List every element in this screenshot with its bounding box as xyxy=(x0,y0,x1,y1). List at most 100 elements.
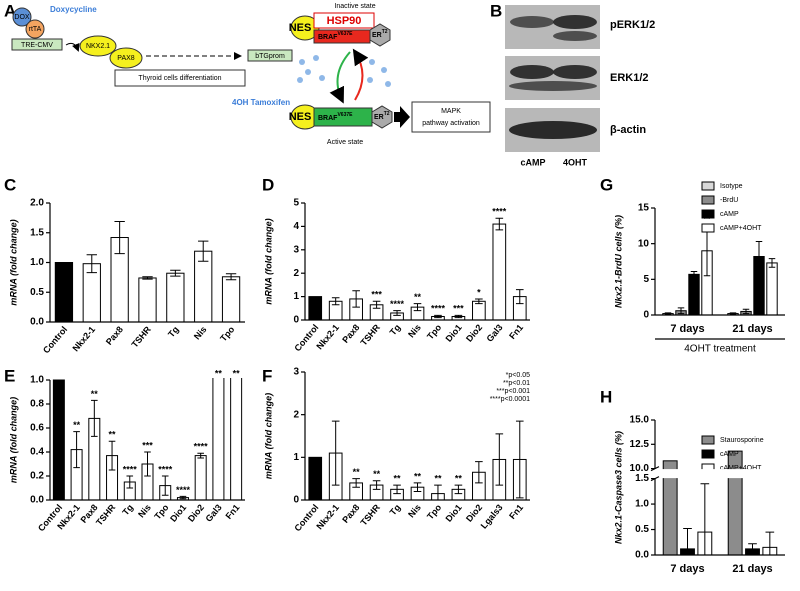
band xyxy=(510,16,554,28)
x-tick-label: Nis xyxy=(406,322,423,339)
x-tick-label: Nkx2-1 xyxy=(314,322,341,351)
legend-label: -BrdU xyxy=(720,197,738,204)
outcome-box xyxy=(411,101,491,133)
braf-label: BRAFV637E xyxy=(318,112,353,122)
x-tick-label: 7 days xyxy=(670,563,704,575)
error-bar xyxy=(765,531,775,555)
row-label: ERK1/2 xyxy=(610,72,649,84)
error-bar xyxy=(215,0,222,20)
x-tick-label: Fn1 xyxy=(507,502,525,521)
x-tick-label: Control xyxy=(41,324,69,355)
significance-note: **p<0.01 xyxy=(503,380,530,387)
significance: **** xyxy=(390,299,405,309)
significance: ** xyxy=(414,471,422,481)
error-bar xyxy=(748,543,757,555)
error-bar xyxy=(225,273,237,281)
dots xyxy=(297,55,391,87)
error-bar xyxy=(91,399,98,437)
y-tick-label: 1 xyxy=(293,452,299,463)
legend-swatch xyxy=(701,435,715,445)
arrow xyxy=(394,106,410,128)
error-bar xyxy=(331,297,340,306)
error-bar xyxy=(393,310,401,316)
x-tick-label: 7 days xyxy=(670,323,704,335)
error-bar xyxy=(742,308,750,315)
significance: ** xyxy=(373,469,381,479)
bar xyxy=(194,250,213,322)
y-tick-label: 0.6 xyxy=(30,423,44,434)
error-bar xyxy=(352,290,360,308)
y-axis-title: mRNA (fold change) xyxy=(8,219,18,305)
differentiation: Thyroid cells differentiation xyxy=(138,75,221,82)
error-bar xyxy=(434,484,442,500)
y-tick-label: 1.0 xyxy=(30,375,44,386)
significance: **** xyxy=(194,442,209,452)
y-tick-label: 0.2 xyxy=(30,471,44,482)
column-label: cAMP xyxy=(520,157,545,167)
error-bar xyxy=(331,420,340,486)
error-bar xyxy=(372,480,381,490)
y-tick-label: 12.5 xyxy=(630,439,650,450)
error-bar xyxy=(475,298,483,305)
significance: *** xyxy=(453,304,464,314)
plot-area xyxy=(662,225,778,315)
significance: **** xyxy=(492,207,507,217)
x-tick-label: Control xyxy=(292,502,320,533)
plot-area xyxy=(52,0,243,500)
er-label: ERT2 xyxy=(374,111,390,121)
error-bar xyxy=(73,431,80,469)
rtta: rtTA xyxy=(29,26,42,33)
inactive-state: Inactive state xyxy=(334,3,375,10)
mutation: V637E xyxy=(337,112,353,118)
plot-area xyxy=(54,220,241,322)
error-bar xyxy=(495,433,504,486)
error-bar xyxy=(393,484,401,495)
significance: ** xyxy=(434,473,442,483)
legend-swatch xyxy=(701,209,715,219)
significance: ** xyxy=(215,368,223,378)
differentiation-box xyxy=(114,69,246,87)
bar xyxy=(138,277,157,322)
x-tick-label: TSHR xyxy=(359,502,383,528)
panel-label: B xyxy=(490,1,502,20)
chart: H Nkx2.1-Caspase3 cells (%) 7 days 21 days S… xyxy=(600,387,785,575)
significance: *** xyxy=(142,440,153,450)
error-bar xyxy=(755,241,763,272)
significance: ** xyxy=(91,389,99,399)
bar xyxy=(212,378,225,500)
legend-label: cAMP+4OHT xyxy=(720,225,762,232)
error-bar xyxy=(495,217,504,231)
error-bar xyxy=(768,258,776,268)
error-bar xyxy=(515,420,524,499)
error-bar xyxy=(475,461,483,484)
er-icon xyxy=(371,105,393,129)
legend-swatch xyxy=(701,181,715,191)
y-tick-label: 0.8 xyxy=(30,399,44,410)
y-tick-label: 1.0 xyxy=(30,257,44,268)
doxycycline: Doxycycline xyxy=(50,5,97,14)
error-bar xyxy=(454,314,463,319)
y-tick-label: 3 xyxy=(293,367,299,378)
panel-label: C xyxy=(4,175,16,194)
legend-label: Isotype xyxy=(720,183,743,190)
panel-label: F xyxy=(262,366,272,385)
error-bar xyxy=(198,240,209,262)
panel-b: B pERK1/2 ERK1/2 β-actin cAMP 4OHT xyxy=(490,1,655,167)
bar xyxy=(308,456,323,500)
x-axis-title: 4OHT treatment xyxy=(684,344,756,355)
significance: **** xyxy=(431,304,446,314)
arrow xyxy=(352,48,369,101)
legend-swatch xyxy=(701,223,715,233)
y-tick-label: 0.0 xyxy=(635,550,649,561)
bar xyxy=(230,378,243,500)
y-axis-title: mRNA (fold change) xyxy=(263,393,273,479)
significance: **** xyxy=(123,464,138,474)
x-tick-label: Lgals3 xyxy=(479,502,505,530)
pax8: PAX8 xyxy=(117,55,134,62)
dox-icon xyxy=(12,7,32,27)
band xyxy=(509,121,597,139)
error-bar xyxy=(454,484,463,495)
x-tick-label: Tg xyxy=(120,502,135,517)
row-label: β-actin xyxy=(610,124,646,136)
